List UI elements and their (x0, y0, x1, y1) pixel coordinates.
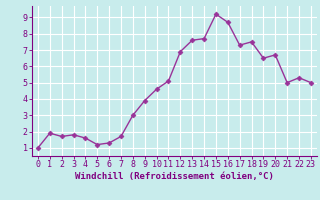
X-axis label: Windchill (Refroidissement éolien,°C): Windchill (Refroidissement éolien,°C) (75, 172, 274, 181)
